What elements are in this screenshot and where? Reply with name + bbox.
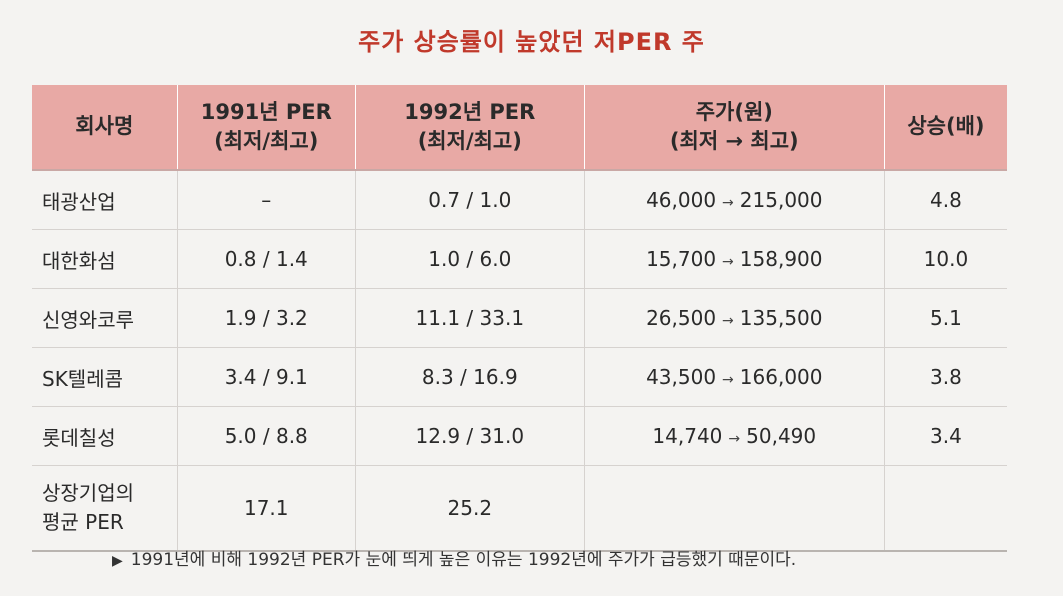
header-per1991: 1991년 PER (최저/최고) (176, 85, 356, 171)
average-label-line2: 평균 PER (42, 510, 124, 534)
price-low: 26,500 (646, 306, 717, 330)
price-cell: 46,000 → 215,000 (583, 170, 885, 230)
header-price-line1: 주가(원) (695, 99, 773, 124)
price-low: 43,500 (646, 365, 717, 389)
table-row: 롯데칠성 5.0 / 8.8 12.9 / 31.0 14,740 → 50,490… (32, 406, 1007, 466)
per1992-cell: 8.3 / 16.9 (354, 347, 585, 407)
table-row: 신영와코루 1.9 / 3.2 11.1 / 33.1 26,500 → 135,5… (32, 288, 1007, 348)
per-table: 회사명 1991년 PER (최저/최고) 1992년 PER (최저/최고) … (32, 85, 1007, 552)
price-high: 215,000 (739, 188, 823, 212)
header-per1992-line2: (최저/최고) (417, 129, 522, 153)
price-cell: 43,500 → 166,000 (583, 347, 885, 407)
rise-cell: 4.8 (883, 170, 1007, 230)
price-cell: 15,700 → 158,900 (583, 229, 885, 289)
average-per1991-cell: 17.1 (176, 465, 356, 552)
header-company: 회사명 (32, 85, 178, 171)
header-per1992: 1992년 PER (최저/최고) (354, 85, 585, 171)
rise-cell: 3.8 (883, 347, 1007, 407)
arrow-icon: → (728, 431, 741, 447)
table-row: 태광산업 – 0.7 / 1.0 46,000 → 215,000 4.8 (32, 170, 1007, 230)
price-cell: 14,740 → 50,490 (583, 406, 885, 466)
arrow-icon: → (722, 195, 734, 211)
rise-cell: 3.4 (883, 406, 1007, 466)
price-low: 15,700 (646, 247, 717, 271)
average-label-cell: 상장기업의 평균 PER (32, 465, 178, 552)
company-cell: 태광산업 (32, 170, 178, 230)
price-high: 166,000 (739, 365, 823, 389)
average-rise-cell (883, 465, 1007, 552)
table-header-row: 회사명 1991년 PER (최저/최고) 1992년 PER (최저/최고) … (32, 85, 1007, 171)
header-per1991-line2: (최저/최고) (214, 129, 319, 153)
company-cell: SK텔레콤 (32, 347, 178, 407)
header-rise: 상승(배) (883, 85, 1007, 171)
rise-cell: 10.0 (883, 229, 1007, 289)
average-label-line1: 상장기업의 (42, 481, 134, 505)
per1991-cell: 0.8 / 1.4 (176, 229, 356, 289)
header-per1991-line1: 1991년 PER (200, 99, 332, 124)
table-row: SK텔레콤 3.4 / 9.1 8.3 / 16.9 43,500 → 166,00… (32, 347, 1007, 407)
average-price-cell (583, 465, 885, 552)
per1992-cell: 0.7 / 1.0 (354, 170, 585, 230)
arrow-icon: → (722, 372, 734, 388)
rise-cell: 5.1 (883, 288, 1007, 348)
average-row: 상장기업의 평균 PER 17.1 25.2 (32, 465, 1007, 552)
header-per1992-line1: 1992년 PER (404, 99, 536, 124)
price-cell: 26,500 → 135,500 (583, 288, 885, 348)
company-cell: 롯데칠성 (32, 406, 178, 466)
page-title: 주가 상승률이 높았던 저PER 주 (358, 28, 705, 56)
header-price: 주가(원) (최저 → 최고) (583, 85, 885, 171)
per1991-cell: 1.9 / 3.2 (176, 288, 356, 348)
per1992-cell: 12.9 / 31.0 (354, 406, 585, 466)
arrow-icon: → (722, 254, 734, 270)
per1991-cell: 3.4 / 9.1 (176, 347, 356, 407)
company-cell: 신영와코루 (32, 288, 178, 348)
footnote: ▶ 1991년에 비해 1992년 PER가 눈에 띄게 높은 이유는 1992년… (112, 545, 796, 570)
average-per1992-cell: 25.2 (354, 465, 585, 552)
table-row: 대한화섬 0.8 / 1.4 1.0 / 6.0 15,700 → 158,900 … (32, 229, 1007, 289)
footnote-text: 1991년에 비해 1992년 PER가 눈에 띄게 높은 이유는 1992년에… (130, 550, 797, 570)
triangle-marker-icon: ▶ (112, 553, 123, 569)
per1992-cell: 11.1 / 33.1 (354, 288, 585, 348)
per1991-cell: – (176, 170, 356, 230)
price-high: 158,900 (739, 247, 823, 271)
company-cell: 대한화섬 (32, 229, 178, 289)
per1992-cell: 1.0 / 6.0 (354, 229, 585, 289)
price-high: 50,490 (746, 424, 817, 448)
price-low: 46,000 (646, 188, 717, 212)
price-high: 135,500 (739, 306, 823, 330)
header-price-line2: (최저 → 최고) (669, 129, 799, 153)
per1991-cell: 5.0 / 8.8 (176, 406, 356, 466)
price-low: 14,740 (652, 424, 723, 448)
arrow-icon: → (722, 313, 734, 329)
